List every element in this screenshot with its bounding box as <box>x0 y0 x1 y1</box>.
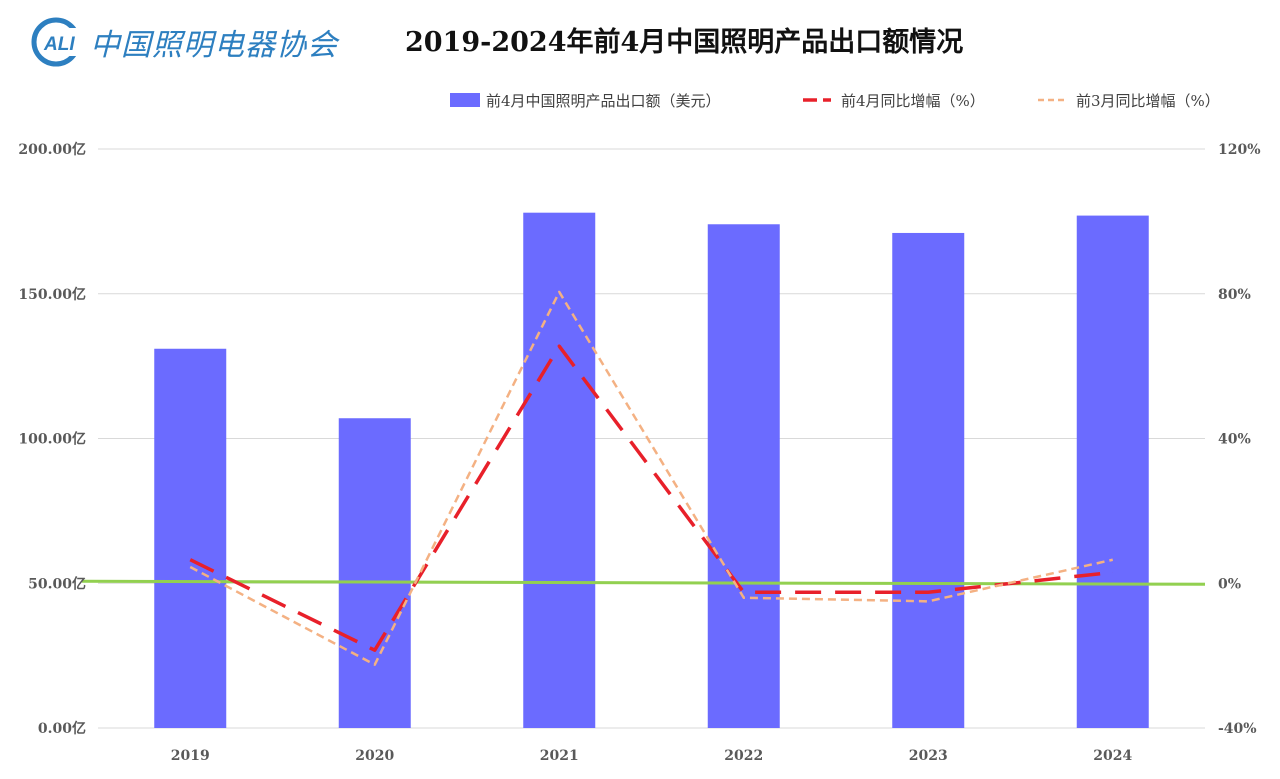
y-left-tick-label: 50.00亿 <box>28 575 86 592</box>
legend-label: 前4月同比增幅（%） <box>841 92 985 110</box>
x-tick-label: 2022 <box>724 748 763 764</box>
x-tick-label: 2021 <box>540 748 579 764</box>
y-right-tick-label: 80% <box>1218 287 1251 303</box>
y-left-tick-label: 0.00亿 <box>38 720 86 737</box>
bar <box>707 224 780 728</box>
y-left-tick-label: 100.00亿 <box>18 431 86 448</box>
y-axis-right: -40% 0% 40% 80% 120% <box>1218 142 1261 737</box>
y-right-tick-label: -40% <box>1218 721 1257 737</box>
chart-title: 2019-2024年前4月中国照明产品出口额情况 <box>405 27 964 58</box>
y-axis-left: 0.00亿 50.00亿 100.00亿 150.00亿 200.00亿 <box>18 141 86 737</box>
logo: ALI 中国照明电器协会 <box>30 14 338 70</box>
legend-item: 前3月同比增幅（%） <box>1038 92 1220 110</box>
legend-item: 前4月中国照明产品出口额（美元） <box>450 92 721 110</box>
logo-text: 中国照明电器协会 <box>90 28 338 63</box>
y-right-tick-label: 0% <box>1218 576 1241 592</box>
y-left-tick-label: 200.00亿 <box>18 141 86 158</box>
x-tick-label: 2020 <box>355 748 394 764</box>
svg-text:ALI: ALI <box>43 34 75 55</box>
legend: 前4月中国照明产品出口额（美元） 前4月同比增幅（%） 前3月同比增幅（%） <box>450 92 1220 110</box>
bar <box>1076 215 1149 728</box>
bar <box>154 348 227 728</box>
series-line <box>189 344 1113 652</box>
x-tick-label: 2019 <box>171 748 210 764</box>
bar <box>523 212 596 728</box>
x-axis: 2019 2020 2021 2022 2023 2024 <box>171 748 1133 764</box>
series-line <box>189 290 1114 666</box>
y-right-tick-label: 40% <box>1218 432 1251 448</box>
bar <box>338 418 411 728</box>
x-tick-label: 2024 <box>1093 748 1132 764</box>
gridlines <box>98 148 1205 729</box>
y-right-tick-label: 120% <box>1218 142 1261 158</box>
x-tick-label: 2023 <box>909 748 948 764</box>
logo-badge-icon: ALI <box>30 16 84 68</box>
y-left-tick-label: 150.00亿 <box>18 286 86 303</box>
line-series <box>189 290 1114 666</box>
legend-item: 前4月同比增幅（%） <box>803 92 985 110</box>
bar-series <box>154 212 1149 728</box>
legend-label: 前3月同比增幅（%） <box>1076 92 1220 110</box>
legend-swatch <box>450 93 480 107</box>
legend-label: 前4月中国照明产品出口额（美元） <box>486 92 721 110</box>
bar <box>892 232 965 728</box>
